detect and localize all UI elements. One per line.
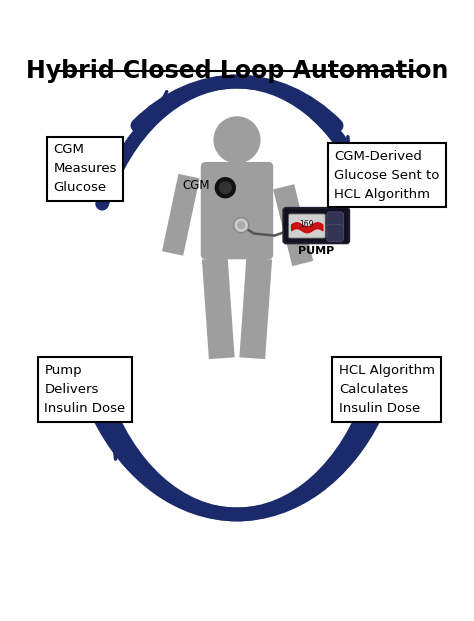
FancyBboxPatch shape bbox=[283, 207, 349, 243]
Polygon shape bbox=[239, 258, 272, 359]
Circle shape bbox=[234, 218, 249, 233]
Text: HCL Algorithm
Calculates
Insulin Dose: HCL Algorithm Calculates Insulin Dose bbox=[339, 364, 435, 415]
Text: PUMP: PUMP bbox=[298, 245, 334, 256]
Polygon shape bbox=[162, 174, 200, 256]
Circle shape bbox=[219, 182, 231, 194]
FancyBboxPatch shape bbox=[289, 214, 325, 238]
Circle shape bbox=[214, 117, 260, 163]
FancyBboxPatch shape bbox=[327, 225, 344, 242]
Text: Hybrid Closed Loop Automation: Hybrid Closed Loop Automation bbox=[26, 59, 448, 83]
FancyBboxPatch shape bbox=[327, 212, 344, 229]
Text: CGM
Measures
Glucose: CGM Measures Glucose bbox=[54, 143, 117, 194]
Polygon shape bbox=[202, 258, 235, 359]
Polygon shape bbox=[228, 160, 246, 178]
Text: CGM: CGM bbox=[182, 179, 210, 192]
Text: Pump
Delivers
Insulin Dose: Pump Delivers Insulin Dose bbox=[45, 364, 126, 415]
Circle shape bbox=[238, 222, 245, 229]
Text: 169: 169 bbox=[300, 220, 314, 229]
FancyBboxPatch shape bbox=[201, 162, 273, 260]
Polygon shape bbox=[273, 184, 313, 266]
Text: CGM-Derived
Glucose Sent to
HCL Algorithm: CGM-Derived Glucose Sent to HCL Algorith… bbox=[334, 150, 439, 201]
Circle shape bbox=[215, 178, 235, 197]
